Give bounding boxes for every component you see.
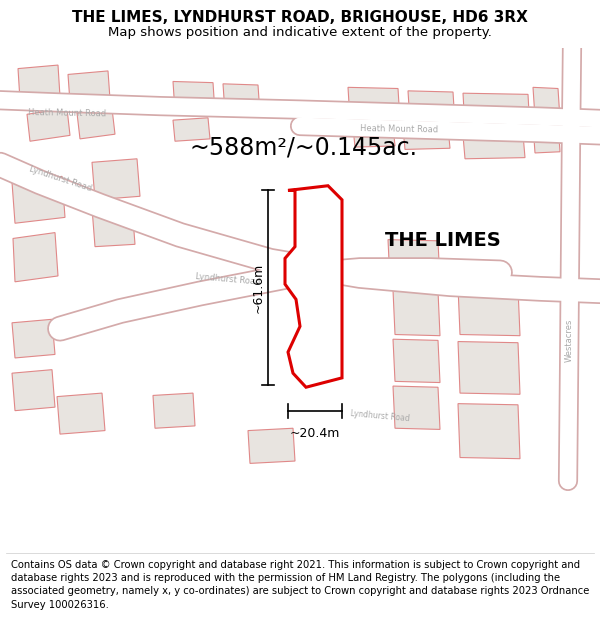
Polygon shape [173,81,215,113]
Polygon shape [458,286,520,336]
Polygon shape [408,91,455,124]
Polygon shape [77,108,115,139]
Text: ~61.6m: ~61.6m [251,262,265,312]
Polygon shape [463,134,525,159]
Polygon shape [153,393,195,428]
Polygon shape [388,239,440,283]
Polygon shape [68,71,110,102]
Text: ~588m²/~0.145ac.: ~588m²/~0.145ac. [190,135,418,159]
Polygon shape [27,108,70,141]
Polygon shape [248,428,295,463]
Polygon shape [458,404,520,459]
Polygon shape [393,290,440,336]
Polygon shape [393,386,440,429]
Polygon shape [458,341,520,394]
Polygon shape [12,319,55,358]
Text: Lyndhurst Road: Lyndhurst Road [195,272,261,287]
Text: Lyndhurst Road: Lyndhurst Road [28,164,93,193]
Polygon shape [348,88,400,121]
Polygon shape [12,176,65,223]
Polygon shape [13,232,58,282]
Polygon shape [393,339,440,382]
Polygon shape [57,393,105,434]
Text: THE LIMES: THE LIMES [385,231,501,250]
Polygon shape [173,118,210,141]
Polygon shape [12,369,55,411]
Text: Map shows position and indicative extent of the property.: Map shows position and indicative extent… [108,26,492,39]
Text: ~20.4m: ~20.4m [290,427,340,440]
Polygon shape [92,159,140,200]
Text: Heath Mount Road: Heath Mount Road [28,108,106,118]
Polygon shape [223,84,260,114]
Text: Contains OS data © Crown copyright and database right 2021. This information is : Contains OS data © Crown copyright and d… [11,560,589,610]
Polygon shape [463,93,530,131]
Polygon shape [353,126,395,147]
Polygon shape [533,124,560,153]
Polygon shape [92,206,135,247]
Text: Heath Mount Road: Heath Mount Road [360,124,438,134]
Polygon shape [285,186,342,388]
Polygon shape [403,127,450,149]
Text: THE LIMES, LYNDHURST ROAD, BRIGHOUSE, HD6 3RX: THE LIMES, LYNDHURST ROAD, BRIGHOUSE, HD… [72,9,528,24]
Polygon shape [18,65,60,100]
Text: Westacres: Westacres [565,319,574,362]
Text: Lyndhurst Road: Lyndhurst Road [350,409,410,424]
Polygon shape [533,88,560,119]
